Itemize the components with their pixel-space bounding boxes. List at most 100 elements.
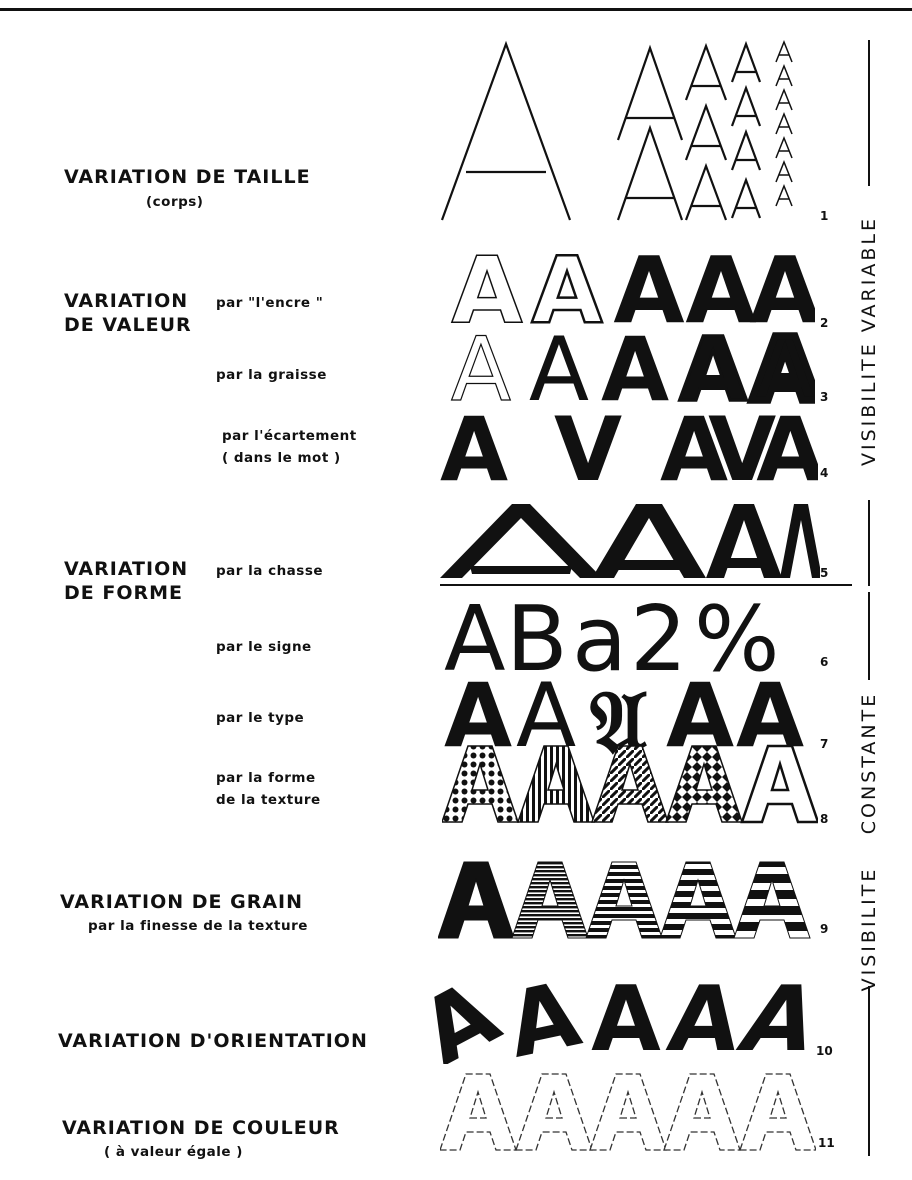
glyph-a: A bbox=[440, 400, 508, 486]
row-number-11: 11 bbox=[818, 1136, 835, 1150]
row-number-6: 6 bbox=[820, 655, 829, 669]
glyph-a-black: A bbox=[751, 322, 815, 404]
glyph-a-small bbox=[684, 162, 728, 221]
shape-sign-glyphs: A B a 2 % bbox=[444, 588, 780, 674]
glyph-a-light: A bbox=[451, 322, 511, 404]
glyph-a-gothic: 𝔄 bbox=[590, 673, 647, 756]
row-number-7: 7 bbox=[820, 737, 829, 751]
glyph-a-tiny bbox=[775, 63, 793, 87]
glyph-a-coarse-grain bbox=[659, 861, 737, 939]
glyph-a-large bbox=[440, 40, 572, 221]
value-ink-glyphs: A A A A A bbox=[451, 240, 815, 330]
glyph-ava: AVA bbox=[660, 400, 818, 486]
sublabel-signe: par le signe bbox=[216, 639, 312, 655]
sublabel-chasse: par la chasse bbox=[216, 563, 324, 579]
row-number-9: 9 bbox=[820, 922, 829, 936]
glyph-a-tiny bbox=[775, 87, 793, 111]
glyph-a-grotesque: A bbox=[444, 664, 512, 756]
glyph-a-small bbox=[684, 42, 728, 101]
glyph-a-black: A bbox=[685, 240, 756, 330]
side-label-constante: CONSTANTE bbox=[858, 691, 880, 835]
row-number-1: 1 bbox=[820, 209, 829, 223]
glyph-a-smaller bbox=[730, 176, 762, 219]
glyph-a-black: A bbox=[749, 240, 815, 330]
glyph-a-smaller bbox=[730, 84, 762, 127]
orientation-glyphs: A A A A A bbox=[430, 964, 814, 1064]
row-number-2: 2 bbox=[820, 316, 829, 330]
heading-taille: VARIATION DE TAILLE bbox=[64, 166, 311, 188]
glyph-a: A bbox=[444, 588, 506, 674]
bracket-line-variable-bottom bbox=[868, 500, 870, 586]
sublabel-ecartement-1: par l'écartement bbox=[222, 428, 357, 444]
glyph-a-smaller bbox=[730, 128, 762, 171]
glyph-a-color-5 bbox=[739, 1073, 816, 1151]
grain-glyphs bbox=[438, 861, 811, 939]
glyph-a-solid bbox=[438, 861, 515, 939]
glyph-percent: % bbox=[694, 588, 780, 674]
glyph-a-slanted: A bbox=[662, 967, 746, 1064]
glyph-a-color-4 bbox=[663, 1073, 741, 1151]
heading-forme-1: VARIATION bbox=[64, 558, 189, 580]
top-rule bbox=[0, 8, 912, 11]
shape-texture-glyphs bbox=[442, 744, 818, 824]
heading-couleur-sub: ( à valeur égale ) bbox=[104, 1144, 243, 1160]
sublabel-ecartement-2: ( dans le mot ) bbox=[222, 450, 341, 466]
glyph-a-upright: A bbox=[591, 967, 661, 1064]
shape-type-glyphs: A A 𝔄 A A bbox=[444, 664, 804, 756]
row-number-4: 4 bbox=[820, 466, 829, 480]
heading-taille-sub: (corps) bbox=[146, 194, 204, 210]
glyph-a-heavy: A bbox=[679, 322, 747, 404]
glyph-v: V bbox=[554, 400, 622, 486]
heading-couleur: VARIATION DE COULEUR bbox=[62, 1117, 340, 1139]
glyph-a-outline: A bbox=[451, 240, 522, 330]
glyph-a-medium-grain bbox=[585, 861, 663, 939]
heading-forme-2: DE FORME bbox=[64, 582, 184, 604]
glyph-a-medium bbox=[616, 124, 684, 221]
glyph-a-medium bbox=[616, 44, 684, 141]
shape-width-glyphs bbox=[440, 504, 820, 578]
glyph-a-regular: A bbox=[529, 322, 589, 404]
glyph-a-color-1 bbox=[440, 1073, 517, 1151]
row-number-10: 10 bbox=[816, 1044, 833, 1058]
glyph-b: B bbox=[506, 588, 568, 674]
heading-grain: VARIATION DE GRAIN bbox=[60, 891, 304, 913]
value-spacing-glyphs: A V AVA bbox=[440, 400, 818, 486]
glyph-a-extended bbox=[440, 504, 602, 578]
bracket-line-variable-top bbox=[868, 40, 870, 186]
glyph-a-serif: A bbox=[516, 664, 576, 756]
row-number-3: 3 bbox=[820, 390, 829, 404]
row-number-5: 5 bbox=[820, 566, 829, 580]
glyph-a-color-3 bbox=[589, 1073, 667, 1151]
sublabel-encre: par "l'encre " bbox=[216, 295, 324, 311]
glyph-a-coarsest-grain bbox=[733, 861, 811, 939]
sublabel-texture-1: par la forme bbox=[216, 770, 316, 786]
glyph-a-slab: A bbox=[736, 664, 804, 756]
glyph-a-tiny bbox=[775, 159, 793, 183]
sublabel-type: par le type bbox=[216, 710, 305, 726]
bracket-line-constante-bottom bbox=[868, 986, 870, 1156]
value-weight-glyphs: A A A A A bbox=[450, 322, 815, 404]
glyph-a-color-2 bbox=[515, 1073, 593, 1151]
glyph-a-lower: a bbox=[572, 588, 627, 674]
glyph-a-condensed bbox=[780, 504, 820, 578]
glyph-a-tiny bbox=[775, 111, 793, 135]
glyph-a-wide bbox=[592, 504, 706, 578]
heading-orientation: VARIATION D'ORIENTATION bbox=[58, 1030, 368, 1052]
glyph-a-stripes bbox=[516, 745, 596, 823]
side-label-visibilite: VISIBILITE bbox=[858, 866, 880, 992]
bracket-line-constante-top bbox=[868, 592, 870, 680]
glyph-a-tiny bbox=[775, 183, 793, 207]
glyph-a-tiny bbox=[775, 40, 793, 63]
glyph-a-bold: A bbox=[601, 322, 669, 404]
color-glyphs bbox=[440, 1073, 816, 1151]
glyph-a-diamonds bbox=[664, 745, 744, 823]
glyph-a-dots bbox=[442, 745, 520, 823]
glyph-a-diagonal bbox=[590, 745, 670, 823]
glyph-a-fine-grain bbox=[511, 861, 589, 939]
glyph-a-inline bbox=[740, 744, 818, 824]
glyph-a-black: A bbox=[613, 240, 684, 330]
glyph-a-normal bbox=[706, 504, 782, 578]
sublabel-graisse: par la graisse bbox=[216, 367, 327, 383]
glyph-a-tiny bbox=[775, 135, 793, 159]
heading-grain-sub: par la finesse de la texture bbox=[88, 918, 308, 934]
